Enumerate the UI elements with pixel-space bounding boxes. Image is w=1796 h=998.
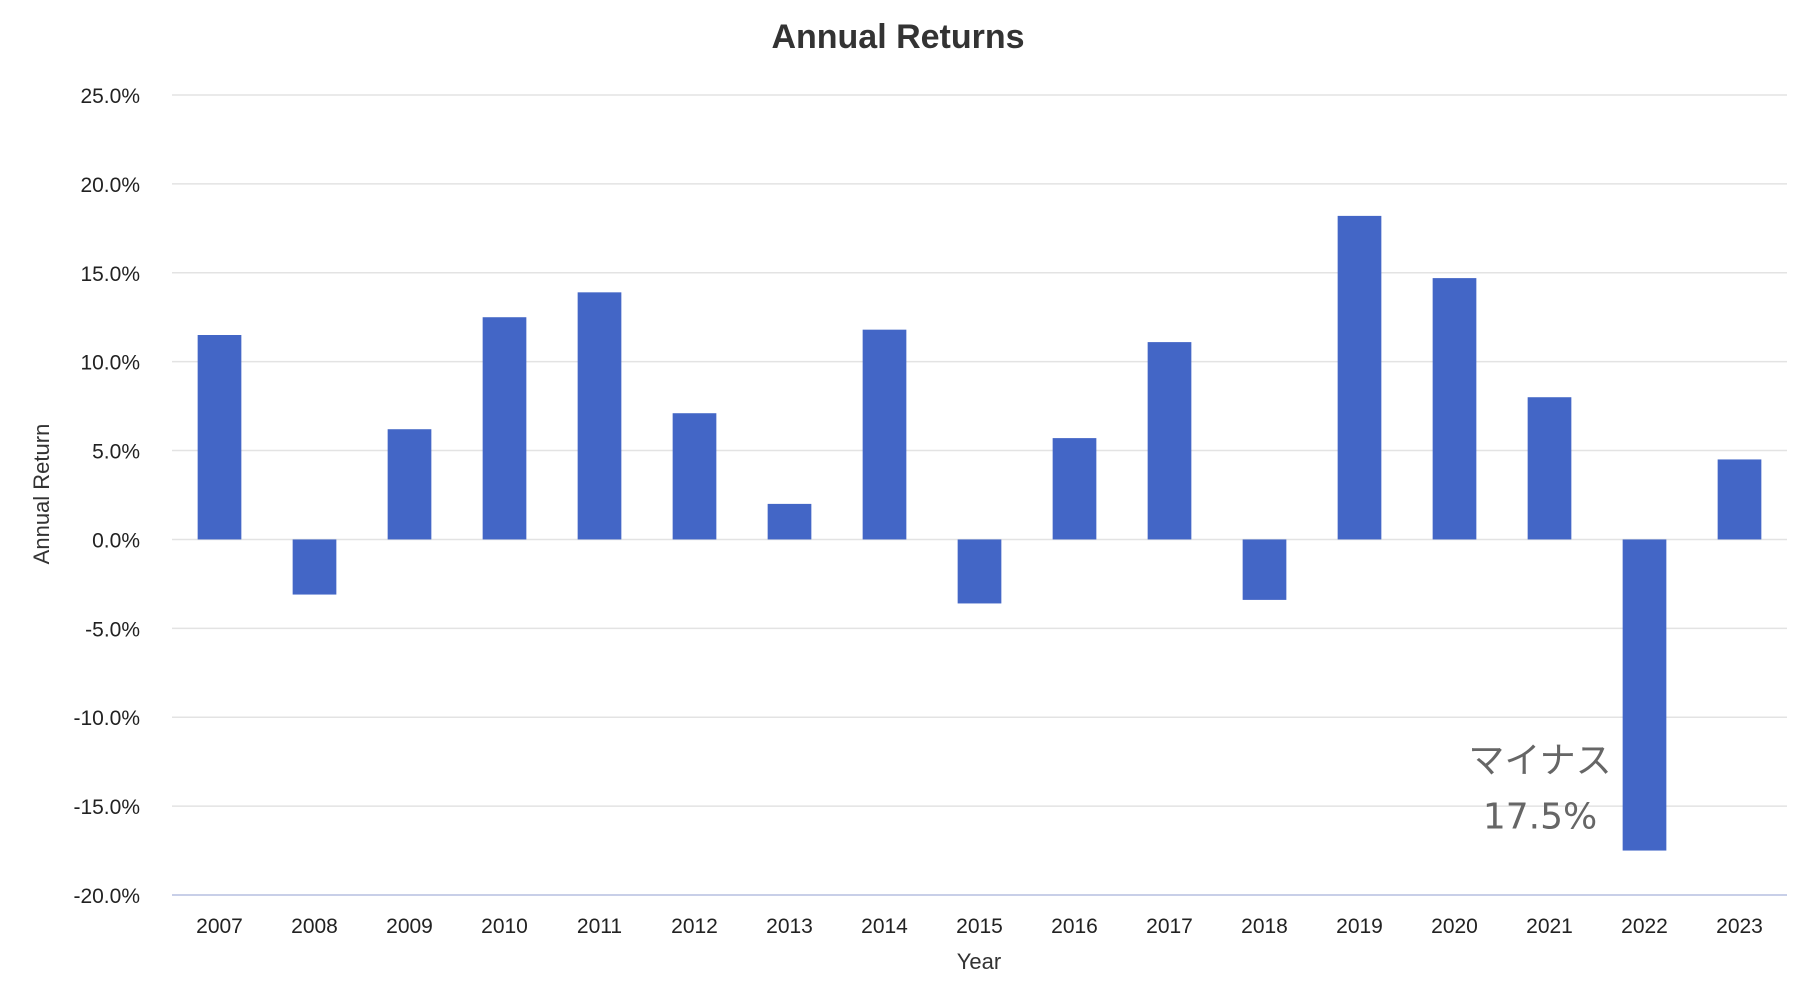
- chart-title: Annual Returns: [771, 18, 1024, 56]
- bar-layer: [197, 215, 1762, 851]
- y-tick-label: 10.0%: [80, 352, 140, 375]
- bar-2013: [767, 503, 812, 540]
- x-tick-label: 2008: [291, 915, 338, 938]
- y-tick-label: 25.0%: [80, 85, 140, 108]
- x-tick-label: 2022: [1621, 915, 1668, 938]
- bar-2012: [672, 413, 717, 540]
- y-tick-label: 5.0%: [92, 441, 140, 464]
- bar-2020: [1432, 278, 1477, 540]
- x-tick-label: 2014: [861, 915, 908, 938]
- x-tick-label: 2007: [196, 915, 243, 938]
- bar-2009: [387, 429, 432, 540]
- annotation-line: マイナス: [1468, 741, 1611, 782]
- bar-2014: [862, 329, 907, 540]
- x-tick-label: 2009: [386, 915, 433, 938]
- bar-2022: [1622, 539, 1667, 851]
- x-tick-label: 2015: [956, 915, 1003, 938]
- bar-2010: [482, 317, 527, 540]
- x-tick-label: 2019: [1336, 915, 1383, 938]
- x-tick-label: 2018: [1241, 915, 1288, 938]
- annotation-line: 17.5%: [1483, 797, 1597, 838]
- x-tick-label: 2016: [1051, 915, 1098, 938]
- bar-2015: [957, 539, 1002, 604]
- y-tick-label: 0.0%: [92, 529, 140, 552]
- y-tick-label: 20.0%: [80, 174, 140, 197]
- bar-2023: [1717, 459, 1762, 540]
- bar-2007: [197, 335, 242, 540]
- bar-2021: [1527, 397, 1572, 540]
- bar-2018: [1242, 539, 1287, 600]
- x-tick-label: 2017: [1146, 915, 1193, 938]
- x-axis-label: Year: [957, 949, 1001, 974]
- x-tick-label: 2021: [1526, 915, 1573, 938]
- bar-2011: [577, 292, 622, 540]
- annotation: マイナス 17.5%: [1468, 741, 1611, 838]
- bar-2017: [1147, 342, 1192, 540]
- x-tick-label: 2010: [481, 915, 528, 938]
- x-tick-label: 2013: [766, 915, 813, 938]
- x-tick-label: 2012: [671, 915, 718, 938]
- bar-2008: [292, 539, 337, 595]
- x-tick-label: 2011: [577, 915, 622, 938]
- y-tick-label: -10.0%: [73, 707, 140, 730]
- x-tick-label: 2020: [1431, 915, 1478, 938]
- y-axis-ticks: 25.0% 20.0% 15.0% 10.0% 5.0% 0.0% -5.0% -10.0% -…: [73, 85, 140, 908]
- x-axis-ticks: 2007 2008 2009 2010 2011 2012 2013 2014 2015 2016…: [196, 915, 1763, 938]
- y-tick-label: 15.0%: [80, 263, 140, 286]
- x-tick-label: 2023: [1716, 915, 1763, 938]
- y-tick-label: -20.0%: [73, 885, 140, 908]
- y-axis-label: Annual Return: [29, 424, 54, 565]
- y-tick-label: -15.0%: [73, 796, 140, 819]
- bar-2019: [1337, 215, 1382, 540]
- bar-2016: [1052, 438, 1097, 540]
- y-tick-label: -5.0%: [85, 618, 140, 641]
